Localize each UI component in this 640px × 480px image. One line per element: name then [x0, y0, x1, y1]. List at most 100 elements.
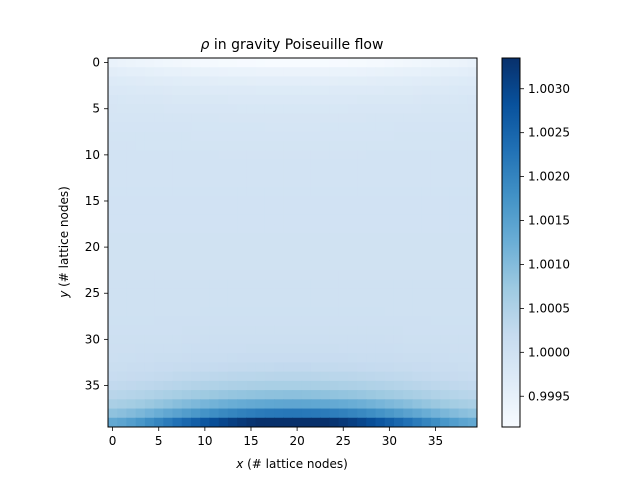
heatmap-cell	[163, 85, 174, 96]
heatmap-cell	[412, 122, 423, 133]
heatmap-cell	[181, 94, 192, 105]
heatmap-cell	[227, 251, 238, 262]
heatmap-cell	[393, 390, 404, 400]
heatmap-cell	[227, 279, 238, 290]
heatmap-cell	[172, 141, 183, 151]
heatmap-cell	[449, 196, 460, 207]
heatmap-cell	[255, 177, 266, 188]
heatmap-cell	[357, 224, 367, 234]
heatmap-cell	[274, 177, 284, 188]
heatmap-cell	[227, 242, 238, 253]
heatmap-cell	[227, 94, 238, 105]
heatmap-cell	[181, 214, 192, 225]
heatmap-cell	[292, 150, 303, 161]
heatmap-cell	[209, 362, 220, 373]
heatmap-cell	[338, 233, 349, 244]
heatmap-cell	[191, 362, 201, 373]
heatmap-cell	[375, 76, 386, 87]
heatmap-cell	[412, 150, 423, 161]
heatmap-cell	[135, 67, 146, 78]
heatmap-cell	[200, 371, 211, 382]
heatmap-cell	[246, 168, 257, 179]
heatmap-cell	[375, 187, 386, 197]
heatmap-cell	[440, 288, 450, 299]
y-axis-label: y (# lattice nodes)	[57, 186, 71, 299]
heatmap-cell	[338, 343, 349, 354]
heatmap-cell	[108, 159, 118, 170]
heatmap-cell	[163, 196, 174, 207]
heatmap-cell	[246, 150, 257, 161]
heatmap-cell	[421, 334, 432, 345]
heatmap-cell	[274, 334, 284, 345]
heatmap-cell	[403, 58, 414, 68]
heatmap-cell	[135, 177, 146, 188]
heatmap-cell	[144, 288, 155, 299]
heatmap-cell	[329, 316, 340, 327]
heatmap-cell	[163, 362, 174, 373]
heatmap-cell	[264, 233, 275, 244]
heatmap-cell	[292, 104, 303, 114]
heatmap-cell	[117, 159, 128, 170]
heatmap-cell	[357, 196, 367, 207]
heatmap-cell	[412, 205, 423, 216]
heatmap-cell	[292, 362, 303, 373]
heatmap-cell	[191, 177, 201, 188]
heatmap-cell	[246, 196, 257, 207]
heatmap-cell	[117, 242, 128, 253]
x-axis: 0 5 10 15 20 25 30 35	[109, 427, 443, 448]
heatmap-cell	[366, 417, 377, 427]
heatmap-cell	[412, 224, 423, 234]
heatmap-cell	[393, 104, 404, 114]
heatmap-cell	[181, 399, 192, 410]
heatmap-cell	[144, 399, 155, 410]
heatmap-cell	[338, 224, 349, 234]
heatmap-cell	[274, 325, 284, 336]
heatmap-cell	[320, 343, 330, 354]
heatmap-cell	[135, 113, 146, 124]
heatmap-cell	[283, 122, 294, 133]
heatmap-cell	[200, 224, 211, 234]
heatmap-cell	[393, 307, 404, 317]
heatmap-cell	[117, 307, 128, 317]
heatmap-cell	[338, 141, 349, 151]
heatmap-cell	[412, 242, 423, 253]
heatmap-cell	[255, 214, 266, 225]
heatmap-cell	[237, 177, 247, 188]
heatmap-cell	[338, 131, 349, 142]
heatmap-cell	[430, 177, 441, 188]
heatmap-cell	[292, 233, 303, 244]
heatmap-cell	[292, 76, 303, 87]
heatmap-cell	[264, 371, 275, 382]
heatmap-cell	[347, 141, 358, 151]
heatmap-cell	[255, 260, 266, 271]
heatmap-cell	[421, 325, 432, 336]
heatmap-cell	[366, 251, 377, 262]
heatmap-cell	[154, 168, 164, 179]
heatmap-cell	[458, 141, 469, 151]
heatmap-cell	[264, 224, 275, 234]
heatmap-cell	[126, 325, 137, 336]
heatmap-cell	[227, 224, 238, 234]
heatmap-cell	[191, 251, 201, 262]
heatmap-cell	[320, 67, 330, 78]
heatmap-cell	[403, 187, 414, 197]
heatmap-cell	[126, 251, 137, 262]
heatmap-cell	[301, 251, 312, 262]
heatmap-cell	[135, 251, 146, 262]
heatmap-cell	[357, 260, 367, 271]
heatmap-cell	[301, 187, 312, 197]
heatmap-cell	[403, 131, 414, 142]
heatmap-cell	[264, 196, 275, 207]
heatmap-cell	[108, 380, 118, 391]
heatmap-cell	[181, 76, 192, 87]
heatmap-cell	[154, 362, 164, 373]
heatmap-cell	[144, 279, 155, 290]
heatmap-cell	[366, 214, 377, 225]
heatmap-cell	[301, 260, 312, 271]
heatmap-cell	[283, 353, 294, 364]
heatmap-cell	[126, 177, 137, 188]
heatmap-cell	[246, 131, 257, 142]
heatmap-cell	[412, 187, 423, 197]
heatmap-cell	[283, 380, 294, 391]
heatmap-cell	[181, 233, 192, 244]
